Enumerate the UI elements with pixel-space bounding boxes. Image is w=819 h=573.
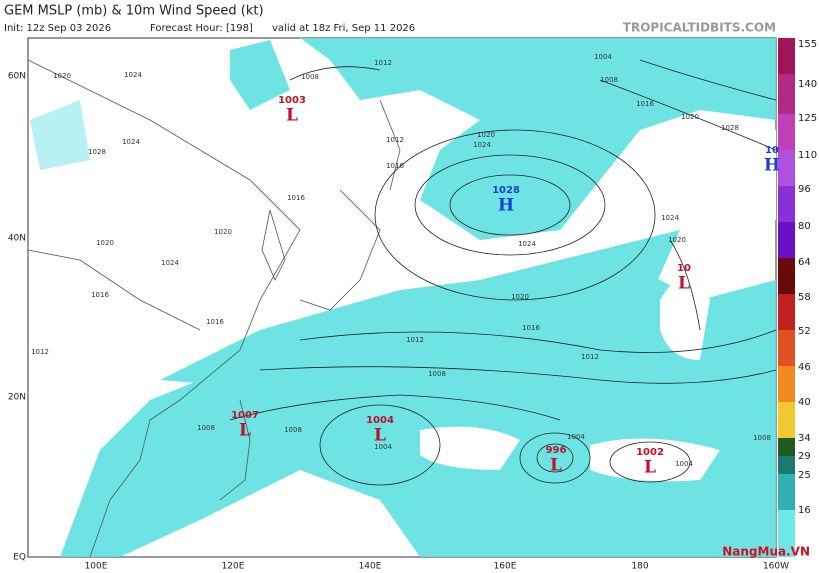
isobar-label: 1024 — [473, 141, 491, 149]
isobar-label: 1008 — [301, 73, 319, 81]
calm-areas — [420, 116, 776, 482]
center-symbol: L — [678, 274, 690, 294]
isobar-label: 1008 — [753, 434, 771, 442]
coastlines — [27, 59, 401, 558]
center-symbol: L — [644, 458, 656, 478]
isobar-label: 1024 — [161, 259, 179, 267]
map — [27, 37, 777, 558]
colorbar-label: 16 — [798, 505, 811, 516]
isobar-label: 1012 — [581, 353, 599, 361]
lat-label: EQ — [13, 553, 26, 563]
valid-time: valid at 18z Fri, Sep 11 2026 — [272, 23, 415, 34]
colorbar-label: 46 — [798, 362, 811, 373]
isobar-label: 1020 — [214, 228, 232, 236]
isobar-label: 1016 — [91, 291, 109, 299]
isobar-label: 1024 — [124, 71, 142, 79]
isobar-label: 1020 — [477, 131, 495, 139]
center-pressure: 1028 — [492, 185, 520, 196]
isobar-label: 1016 — [386, 162, 404, 170]
isobar-label: 1020 — [668, 236, 686, 244]
isobar-label: 1008 — [428, 370, 446, 378]
isobar-label: 1024 — [661, 214, 679, 222]
center-symbol: H — [498, 196, 514, 216]
center-symbol: H — [764, 156, 780, 176]
isobar-label: 1016 — [636, 100, 654, 108]
colorbar-label: 110 — [798, 150, 817, 161]
init-time: Init: 12z Sep 03 2026 — [4, 23, 111, 34]
center-symbol: L — [374, 426, 386, 446]
isobar-label: 1012 — [374, 59, 392, 67]
isobar-label: 1008 — [600, 76, 618, 84]
isobar-label: 1028 — [721, 124, 739, 132]
lon-label: 140E — [359, 562, 382, 572]
lat-label: 40N — [8, 234, 26, 244]
isobar-label: 1016 — [287, 194, 305, 202]
lon-label: 100E — [85, 562, 108, 572]
isobar-label: 1012 — [31, 348, 49, 356]
isobar-label: 1008 — [284, 426, 302, 434]
colorbar-label: 40 — [798, 397, 811, 408]
colorbar-label: 58 — [798, 292, 811, 303]
colorbar-label: 125 — [798, 113, 817, 124]
colorbar — [778, 38, 795, 557]
lat-label: 60N — [8, 72, 26, 82]
center-pressure: 996 — [546, 445, 567, 456]
source: TROPICALTIDBITS.COM — [623, 21, 776, 35]
isobar-label: 1016 — [522, 324, 540, 332]
center-pressure: 1003 — [278, 95, 306, 106]
lon-label: 120E — [222, 562, 245, 572]
center-symbol: L — [239, 421, 251, 441]
isobar-label: 1004 — [594, 53, 612, 61]
lon-label: 160W — [763, 562, 789, 572]
isobar-label: 1004 — [675, 460, 693, 468]
center-pressure: 1002 — [636, 447, 664, 458]
isobar-label: 1008 — [197, 424, 215, 432]
isobar-label: 1012 — [406, 336, 424, 344]
lat-label: 20N — [8, 393, 26, 403]
isobar-label: 1020 — [96, 239, 114, 247]
colorbar-label: 52 — [798, 326, 811, 337]
lon-label: 180 — [631, 562, 648, 572]
center-pressure: 1007 — [231, 410, 259, 421]
isobar-label: 1028 — [88, 148, 106, 156]
colorbar-label: 96 — [798, 184, 811, 195]
colorbar-label: 29 — [798, 451, 811, 462]
center-pressure: 10 — [677, 263, 691, 274]
isobar-label: 1024 — [122, 138, 140, 146]
watermark: NangMua.VN — [722, 545, 810, 559]
title: GEM MSLP (mb) & 10m Wind Speed (kt) — [4, 4, 264, 19]
colorbar-label: 25 — [798, 470, 811, 481]
isobar-label: 1024 — [518, 240, 536, 248]
center-pressure: 10 — [765, 145, 779, 156]
isobar-label: 1004 — [567, 433, 585, 441]
center-symbol: L — [550, 456, 562, 476]
colorbar-label: 64 — [798, 257, 811, 268]
center-pressure: 1004 — [366, 415, 394, 426]
colorbar-label: 34 — [798, 433, 811, 444]
lon-label: 160E — [494, 562, 517, 572]
isobar-label: 1020 — [53, 72, 71, 80]
isobar-label: 1016 — [206, 318, 224, 326]
isobar-label: 1020 — [681, 113, 699, 121]
center-symbol: L — [286, 106, 298, 126]
isobar-label: 1012 — [386, 136, 404, 144]
forecast-hour: Forecast Hour: [198] — [150, 23, 253, 34]
colorbar-label: 155 — [798, 39, 817, 50]
isobars — [229, 59, 777, 486]
isobar-label: 1020 — [511, 293, 529, 301]
colorbar-label: 80 — [798, 221, 811, 232]
isobar-label: 1004 — [374, 443, 392, 451]
colorbar-label: 140 — [798, 79, 817, 90]
